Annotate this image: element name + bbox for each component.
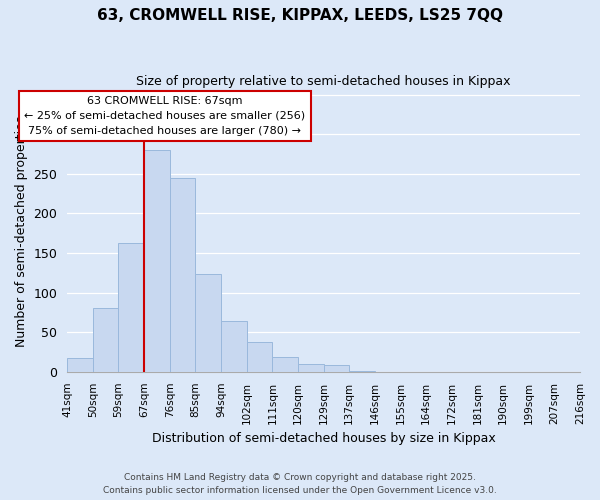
Bar xyxy=(144,150,170,372)
Y-axis label: Number of semi-detached properties: Number of semi-detached properties xyxy=(15,116,28,347)
Bar xyxy=(93,308,118,372)
Bar xyxy=(118,242,144,372)
Bar xyxy=(170,178,196,372)
Bar xyxy=(298,364,323,372)
Bar xyxy=(196,274,221,372)
X-axis label: Distribution of semi-detached houses by size in Kippax: Distribution of semi-detached houses by … xyxy=(152,432,496,445)
Bar xyxy=(349,371,375,372)
Bar xyxy=(272,357,298,372)
Text: 63, CROMWELL RISE, KIPPAX, LEEDS, LS25 7QQ: 63, CROMWELL RISE, KIPPAX, LEEDS, LS25 7… xyxy=(97,8,503,22)
Text: Contains HM Land Registry data © Crown copyright and database right 2025.
Contai: Contains HM Land Registry data © Crown c… xyxy=(103,474,497,495)
Text: 63 CROMWELL RISE: 67sqm
← 25% of semi-detached houses are smaller (256)
75% of s: 63 CROMWELL RISE: 67sqm ← 25% of semi-de… xyxy=(24,96,305,136)
Bar xyxy=(67,358,93,372)
Bar xyxy=(247,342,272,372)
Bar xyxy=(221,321,247,372)
Title: Size of property relative to semi-detached houses in Kippax: Size of property relative to semi-detach… xyxy=(136,75,511,88)
Bar xyxy=(323,366,349,372)
